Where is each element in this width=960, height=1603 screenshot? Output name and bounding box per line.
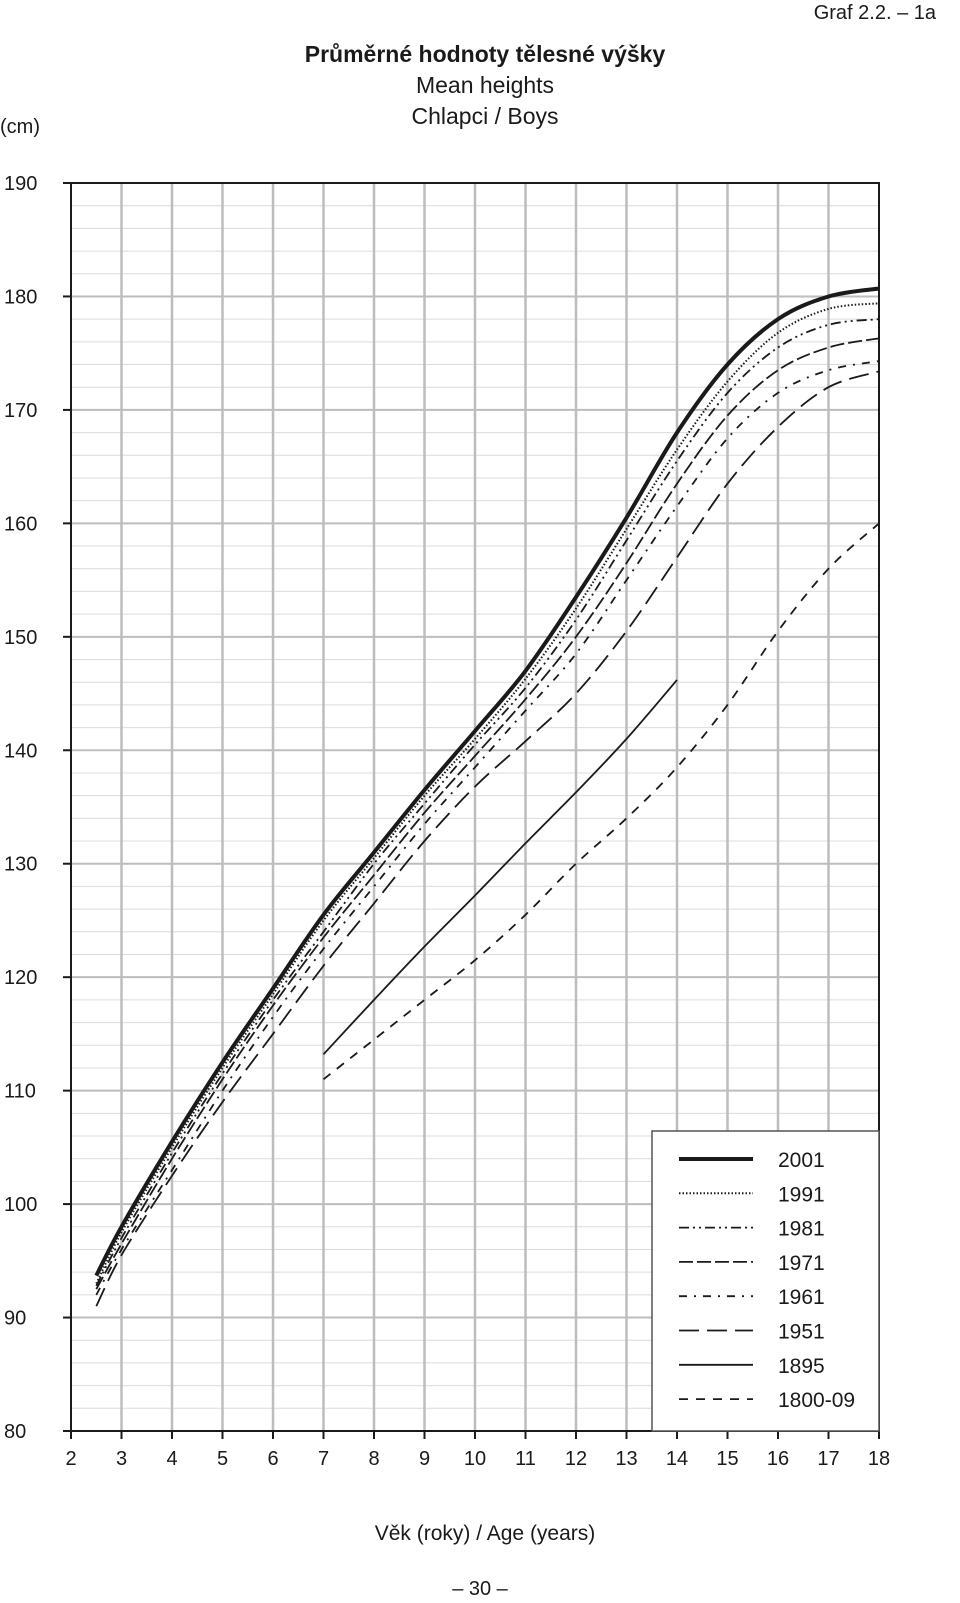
- chart-title-block: Průměrné hodnoty tělesné výšky Mean heig…: [240, 38, 730, 132]
- y-tick-label: 110: [4, 1081, 36, 1103]
- series-line-2001: [94, 286, 880, 1277]
- y-tick-label: 140: [4, 740, 37, 762]
- x-tick-label: 15: [716, 1448, 738, 1470]
- x-tick-label: 7: [318, 1448, 329, 1470]
- y-tick-label: 160: [4, 513, 37, 535]
- series-lines: [94, 286, 880, 1307]
- legend-label-1991: 1991: [778, 1183, 825, 1206]
- legend-label-1971: 1971: [778, 1252, 825, 1275]
- legend-label-1981: 1981: [778, 1218, 825, 1241]
- y-tick-label: 120: [4, 967, 37, 989]
- series-line-1961: [95, 360, 880, 1296]
- x-tick-label: 4: [166, 1448, 177, 1470]
- x-tick-label: 17: [817, 1448, 839, 1470]
- legend-label-1895: 1895: [778, 1355, 825, 1378]
- y-tick-label: 90: [4, 1308, 26, 1330]
- series-line-1951: [95, 370, 880, 1307]
- x-tick-label: 6: [267, 1448, 278, 1470]
- y-tick-label: 130: [4, 854, 37, 876]
- y-axis-unit-label: (cm): [0, 116, 40, 138]
- chart-subtitle-group: Chlapci / Boys: [411, 103, 559, 129]
- chart-title: Průměrné hodnoty tělesné výšky: [304, 41, 666, 67]
- legend-label-1800-09: 1800-09: [778, 1389, 855, 1412]
- x-tick-label: 11: [515, 1448, 536, 1470]
- y-tick-label: 80: [4, 1421, 26, 1443]
- y-tick-label: 150: [4, 627, 37, 649]
- y-tick-label: 170: [4, 400, 37, 422]
- series-line-1971: [95, 337, 880, 1290]
- series-line-1800-09: [322, 522, 880, 1081]
- legend-label-1961: 1961: [778, 1286, 825, 1309]
- x-tick-label: 18: [868, 1448, 890, 1470]
- axis-ticks: 80 90 100 110 120 130 140 150 160 170 180 190 2 3 4 5 6 7…: [4, 173, 890, 1470]
- legend: 2001 1991 1981 1971 1961 1951 1895 1800-09: [651, 1130, 880, 1432]
- x-tick-label: 3: [116, 1448, 127, 1470]
- y-tick-label: 190: [4, 173, 37, 195]
- x-tick-label: 8: [368, 1448, 379, 1470]
- x-tick-label: 9: [419, 1448, 430, 1470]
- legend-label-1951: 1951: [778, 1321, 825, 1344]
- x-tick-label: 5: [217, 1448, 228, 1470]
- x-tick-label: 12: [565, 1448, 587, 1470]
- series-line-1991: [95, 302, 880, 1284]
- chart-subtitle-english: Mean heights: [415, 72, 555, 98]
- legend-label-2001: 2001: [778, 1149, 825, 1172]
- page-number: – 30 –: [452, 1578, 508, 1600]
- x-tick-label: 2: [65, 1448, 76, 1470]
- y-tick-label: 100: [4, 1194, 37, 1216]
- figure-id: Graf 2.2. – 1a: [813, 2, 936, 24]
- y-tick-label: 180: [4, 286, 37, 308]
- x-tick-label: 10: [464, 1448, 486, 1470]
- legend-box: [651, 1130, 880, 1432]
- x-tick-label: 14: [666, 1448, 688, 1470]
- series-line-1895: [322, 679, 678, 1055]
- series-line-1981: [95, 318, 880, 1287]
- x-tick-label: 13: [615, 1448, 637, 1470]
- x-tick-label: 16: [767, 1448, 789, 1470]
- x-axis-label: Věk (roky) / Age (years): [374, 1522, 596, 1545]
